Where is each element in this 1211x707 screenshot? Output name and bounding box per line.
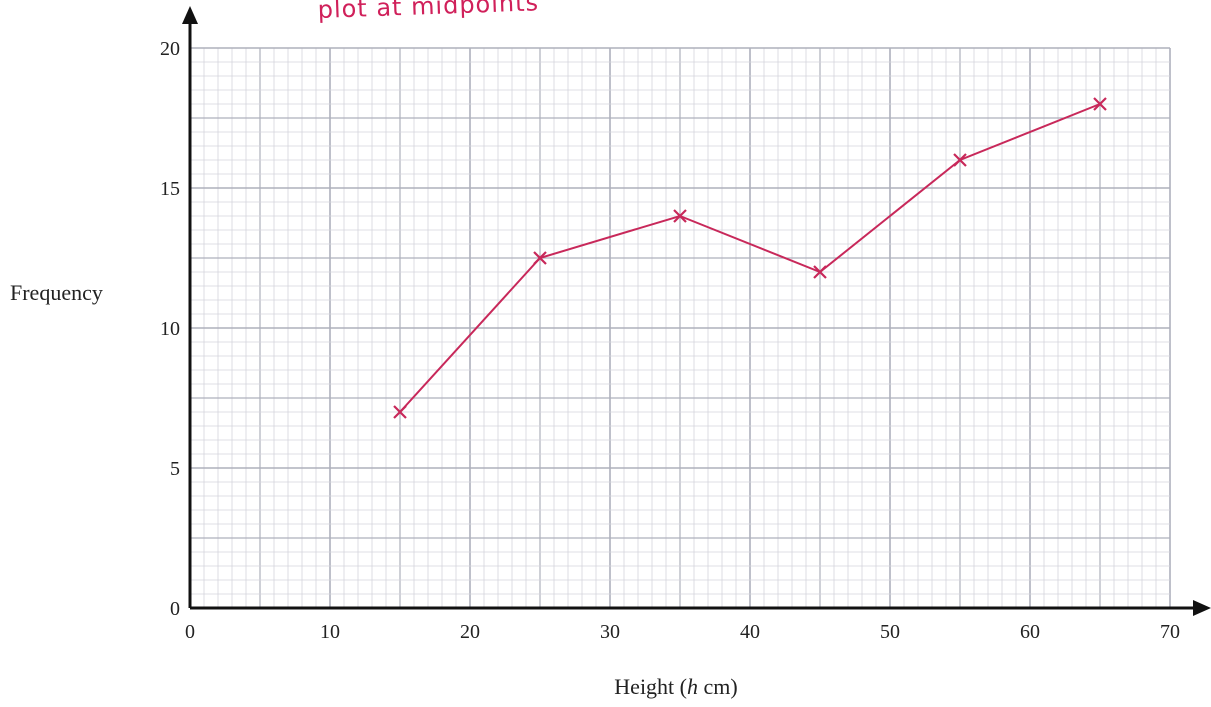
data-point-marker <box>953 153 967 167</box>
y-tick-label: 5 <box>170 458 180 480</box>
data-point-marker <box>533 251 547 265</box>
y-tick-label: 15 <box>160 178 180 200</box>
x-tick-label: 10 <box>320 621 340 643</box>
tick-labels: 0 10 20 30 40 50 60 70 0 5 10 15 20 <box>160 38 1180 643</box>
axes <box>182 6 1211 616</box>
x-tick-label: 30 <box>600 621 620 643</box>
grid <box>189 47 1171 609</box>
x-axis-title: Height (h cm) <box>614 674 737 699</box>
data-point-marker <box>1093 97 1107 111</box>
y-tick-label: 20 <box>160 38 180 60</box>
data-point-marker <box>673 209 687 223</box>
series-line <box>399 103 1101 413</box>
y-axis-arrowhead <box>182 6 198 24</box>
x-axis-arrowhead <box>1193 600 1211 616</box>
x-tick-label: 50 <box>880 621 900 643</box>
x-tick-label: 70 <box>1160 621 1180 643</box>
x-tick-label: 60 <box>1020 621 1040 643</box>
x-tick-label: 40 <box>740 621 760 643</box>
y-axis-title: Frequency <box>10 280 103 305</box>
handwritten-annotation: plot at midpoints <box>317 0 539 24</box>
x-tick-label: 0 <box>185 621 195 643</box>
y-tick-label: 10 <box>160 318 180 340</box>
data-point-marker <box>393 405 407 419</box>
series <box>393 97 1107 419</box>
x-tick-label: 20 <box>460 621 480 643</box>
data-point-marker <box>813 265 827 279</box>
y-tick-label: 0 <box>170 598 180 620</box>
